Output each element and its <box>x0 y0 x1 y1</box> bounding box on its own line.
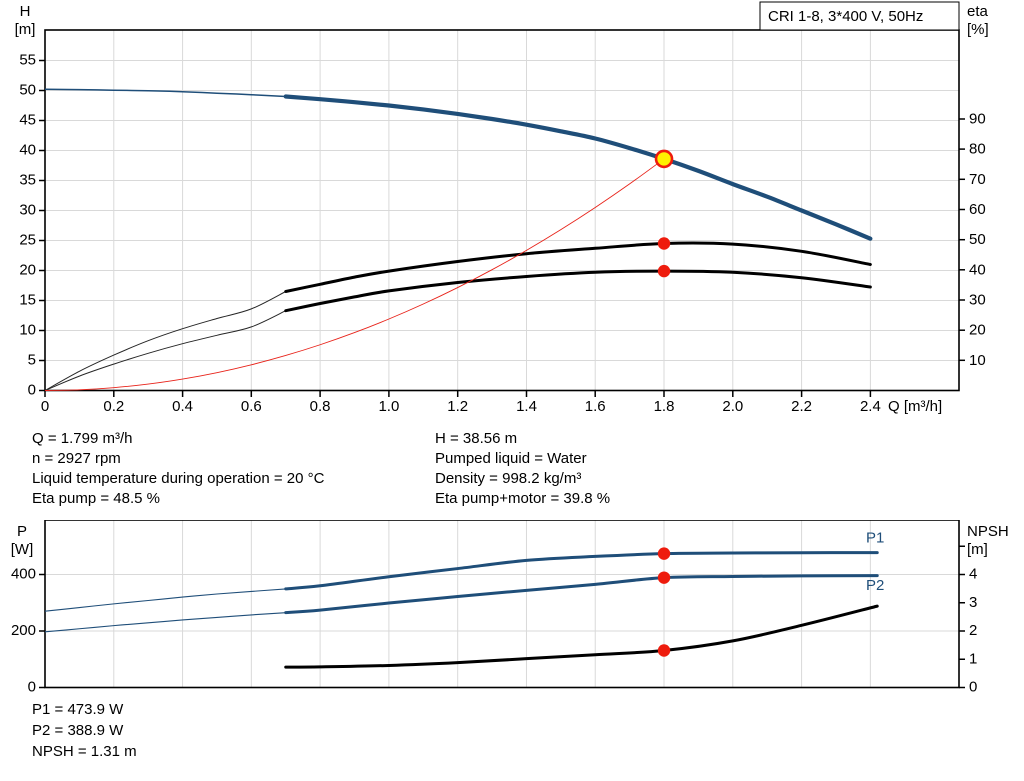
svg-text:0: 0 <box>28 382 36 399</box>
svg-text:Liquid temperature during oper: Liquid temperature during operation = 20… <box>32 470 325 487</box>
svg-text:Eta pump = 48.5 %: Eta pump = 48.5 % <box>32 490 160 507</box>
svg-text:P1: P1 <box>866 530 884 547</box>
svg-text:[W]: [W] <box>11 541 34 558</box>
svg-text:[m]: [m] <box>967 541 988 558</box>
svg-text:Pumped liquid = Water: Pumped liquid = Water <box>435 450 587 467</box>
svg-text:2.4: 2.4 <box>860 398 881 415</box>
svg-text:NPSH: NPSH <box>967 523 1009 540</box>
svg-text:0: 0 <box>969 679 977 696</box>
svg-text:0: 0 <box>41 398 49 415</box>
svg-text:[%]: [%] <box>967 21 989 38</box>
svg-text:P1 = 473.9 W: P1 = 473.9 W <box>32 701 124 718</box>
svg-text:30: 30 <box>969 292 986 309</box>
svg-text:400: 400 <box>11 566 36 583</box>
svg-text:0.8: 0.8 <box>310 398 331 415</box>
svg-text:20: 20 <box>19 262 36 279</box>
svg-text:Eta pump+motor = 39.8 %: Eta pump+motor = 39.8 % <box>435 490 610 507</box>
svg-text:0.2: 0.2 <box>103 398 124 415</box>
svg-text:P: P <box>17 523 27 540</box>
svg-text:55: 55 <box>19 52 36 69</box>
svg-text:1.8: 1.8 <box>654 398 675 415</box>
svg-text:eta: eta <box>967 3 989 20</box>
svg-text:2.2: 2.2 <box>791 398 812 415</box>
svg-text:10: 10 <box>969 352 986 369</box>
svg-text:15: 15 <box>19 292 36 309</box>
svg-text:60: 60 <box>969 201 986 218</box>
svg-text:P2: P2 <box>866 577 884 594</box>
svg-text:NPSH = 1.31 m: NPSH = 1.31 m <box>32 743 137 760</box>
svg-text:[m]: [m] <box>15 21 36 38</box>
svg-text:P2 = 388.9 W: P2 = 388.9 W <box>32 722 124 739</box>
svg-text:2: 2 <box>969 622 977 639</box>
svg-text:25: 25 <box>19 232 36 249</box>
svg-text:3: 3 <box>969 594 977 611</box>
svg-text:CRI 1-8, 3*400 V, 50Hz: CRI 1-8, 3*400 V, 50Hz <box>768 8 923 25</box>
svg-text:80: 80 <box>969 141 986 158</box>
svg-text:n = 2927 rpm: n = 2927 rpm <box>32 450 121 467</box>
svg-text:1.2: 1.2 <box>447 398 468 415</box>
svg-text:90: 90 <box>969 111 986 128</box>
svg-text:H: H <box>20 3 31 20</box>
svg-text:30: 30 <box>19 202 36 219</box>
svg-text:1: 1 <box>969 650 977 667</box>
svg-text:20: 20 <box>969 322 986 339</box>
svg-text:1.0: 1.0 <box>378 398 399 415</box>
svg-text:H = 38.56 m: H = 38.56 m <box>435 430 517 447</box>
svg-text:5: 5 <box>28 352 36 369</box>
svg-text:Q [m³/h]: Q [m³/h] <box>888 398 942 415</box>
svg-text:40: 40 <box>969 261 986 278</box>
svg-text:Density = 998.2 kg/m³: Density = 998.2 kg/m³ <box>435 470 581 487</box>
svg-text:1.4: 1.4 <box>516 398 537 415</box>
svg-text:0: 0 <box>28 679 36 696</box>
svg-text:0.4: 0.4 <box>172 398 193 415</box>
svg-text:Q = 1.799 m³/h: Q = 1.799 m³/h <box>32 430 132 447</box>
svg-text:4: 4 <box>969 566 977 583</box>
svg-text:35: 35 <box>19 172 36 189</box>
svg-text:10: 10 <box>19 322 36 339</box>
svg-text:2.0: 2.0 <box>722 398 743 415</box>
svg-text:45: 45 <box>19 112 36 129</box>
svg-text:70: 70 <box>969 171 986 188</box>
svg-text:0.6: 0.6 <box>241 398 262 415</box>
svg-text:50: 50 <box>19 82 36 99</box>
svg-text:1.6: 1.6 <box>585 398 606 415</box>
svg-text:50: 50 <box>969 231 986 248</box>
svg-text:200: 200 <box>11 622 36 639</box>
svg-text:40: 40 <box>19 142 36 159</box>
